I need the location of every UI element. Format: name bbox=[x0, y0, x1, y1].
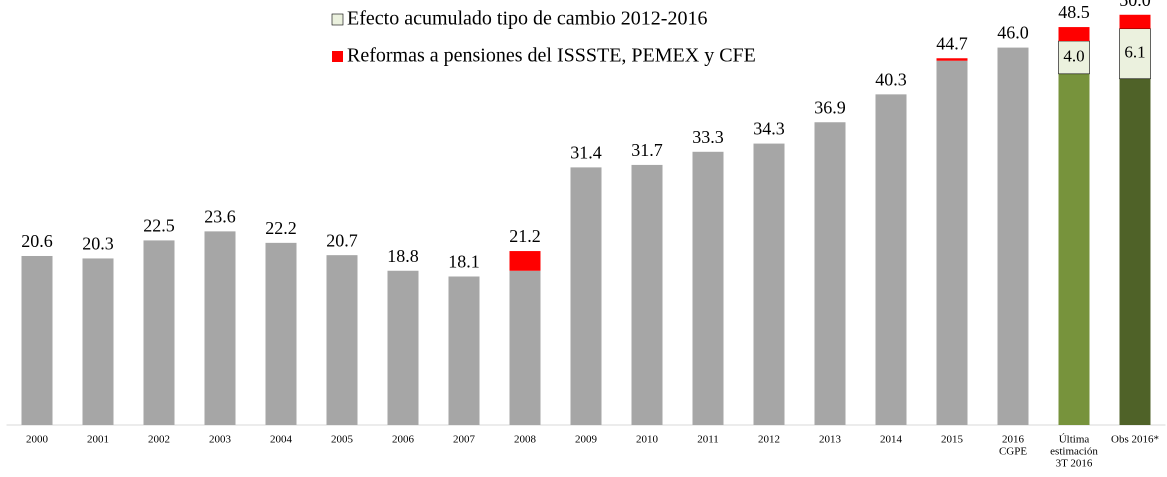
bar-segment bbox=[936, 58, 968, 61]
bar-segment bbox=[448, 276, 480, 425]
x-tick-label: 2004 bbox=[270, 434, 293, 446]
x-tick-label: 2001 bbox=[87, 434, 109, 446]
x-tick-label: 2006 bbox=[392, 434, 415, 446]
bar-segment bbox=[509, 270, 541, 425]
legend-swatch bbox=[332, 51, 343, 62]
legend-label: Efecto acumulado tipo de cambio 2012-201… bbox=[347, 8, 707, 30]
bar-segment bbox=[509, 251, 541, 271]
x-tick-label: 2010 bbox=[636, 434, 659, 446]
total-label: 33.3 bbox=[692, 127, 724, 147]
x-tick-label: 2002 bbox=[148, 434, 170, 446]
total-label: 22.5 bbox=[143, 216, 175, 236]
x-tick-label: 2003 bbox=[209, 434, 232, 446]
x-tick-label: CGPE bbox=[999, 446, 1027, 458]
bar-segment bbox=[1058, 40, 1090, 75]
x-tick-label: 2015 bbox=[941, 434, 964, 446]
x-tick-label: 2013 bbox=[819, 434, 842, 446]
bar-segment bbox=[631, 164, 663, 425]
total-label: 46.0 bbox=[997, 23, 1029, 43]
total-label: 36.9 bbox=[814, 97, 846, 117]
bar-segment bbox=[692, 151, 724, 426]
bar-segment bbox=[997, 47, 1029, 425]
total-label: 50.0 bbox=[1119, 0, 1151, 10]
bar-segment bbox=[753, 143, 785, 425]
bar-segment bbox=[204, 231, 236, 425]
bar-segment bbox=[1058, 73, 1090, 425]
segment-label: 6.1 bbox=[1124, 43, 1145, 62]
x-tick-label: estimación bbox=[1050, 446, 1098, 458]
bar-segment bbox=[814, 122, 846, 426]
bar-segment bbox=[1119, 78, 1151, 426]
bar-segment bbox=[387, 270, 419, 425]
x-tick-label: 2014 bbox=[880, 434, 903, 446]
bar-segment bbox=[875, 94, 907, 426]
total-label: 48.5 bbox=[1058, 2, 1090, 22]
x-tick-label: 2005 bbox=[331, 434, 354, 446]
legend-swatch bbox=[331, 13, 344, 26]
bar-segment bbox=[1119, 14, 1151, 29]
bar-segment bbox=[570, 167, 602, 425]
total-label: 21.2 bbox=[509, 226, 541, 246]
x-tick-label: 3T 2016 bbox=[1056, 458, 1093, 470]
total-label: 23.6 bbox=[204, 206, 236, 226]
bar-segment bbox=[143, 240, 175, 425]
x-tick-label: 2000 bbox=[26, 434, 49, 446]
total-label: 44.7 bbox=[936, 33, 968, 53]
total-label: 31.7 bbox=[631, 140, 663, 160]
total-label: 22.2 bbox=[265, 218, 297, 238]
x-tick-label: 2008 bbox=[514, 434, 537, 446]
bar-segment bbox=[265, 242, 297, 425]
bar-segment bbox=[1058, 27, 1090, 42]
legend-label: Reformas a pensiones del ISSSTE, PEMEX y… bbox=[347, 45, 756, 67]
x-tick-label: 2009 bbox=[575, 434, 598, 446]
x-tick-label: 2011 bbox=[697, 434, 719, 446]
bar-segment bbox=[1119, 28, 1151, 80]
bar-segment bbox=[21, 255, 53, 425]
total-label: 40.3 bbox=[875, 69, 907, 89]
total-label: 31.4 bbox=[570, 142, 602, 162]
bar-segment bbox=[82, 258, 114, 425]
bar-segment bbox=[326, 255, 358, 425]
total-label: 34.3 bbox=[753, 119, 785, 139]
total-label: 20.3 bbox=[82, 234, 114, 254]
total-label: 18.8 bbox=[387, 246, 419, 266]
segment-label: 4.0 bbox=[1063, 46, 1084, 65]
x-tick-label: 2012 bbox=[758, 434, 780, 446]
total-label: 18.1 bbox=[448, 252, 480, 272]
x-tick-label: 2007 bbox=[453, 434, 476, 446]
total-label: 20.6 bbox=[21, 231, 53, 251]
total-label: 20.7 bbox=[326, 230, 358, 250]
x-tick-label: Última bbox=[1059, 434, 1090, 446]
x-tick-label: Obs 2016* bbox=[1111, 434, 1159, 446]
bar-segment bbox=[936, 60, 968, 425]
x-tick-label: 2016 bbox=[1002, 434, 1025, 446]
